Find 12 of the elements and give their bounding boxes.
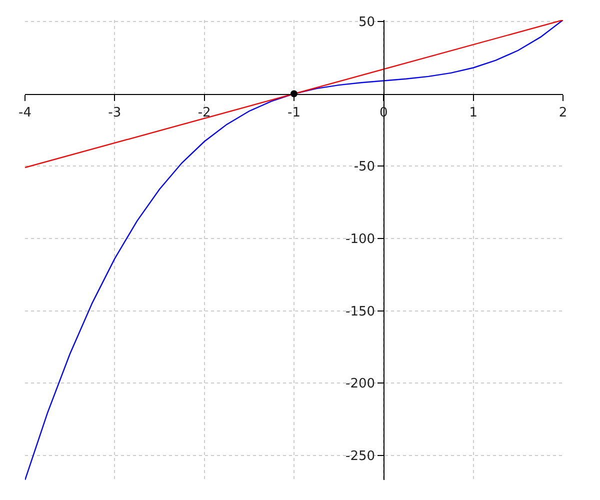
x-tick-label: 2 [558,105,568,120]
x-tick-label: -1 [288,105,300,120]
x-tick-label: -3 [108,105,122,120]
x-tick-label: 1 [469,105,478,120]
y-tick-label: -250 [346,448,376,464]
x-tick-label: -2 [198,105,211,120]
y-tick-label: -100 [346,232,376,247]
y-tick-label: -50 [354,160,376,175]
y-tick-label: 50 [358,15,376,30]
y-tick-label: -200 [346,376,376,392]
x-tick-label: -4 [18,105,32,120]
y-tick-label: -150 [346,304,376,320]
